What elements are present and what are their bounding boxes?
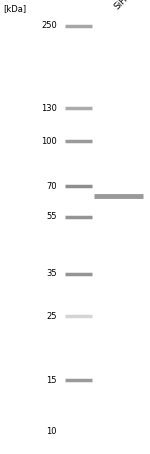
Text: 100: 100 (41, 137, 57, 146)
Text: 55: 55 (46, 212, 57, 221)
Text: [kDa]: [kDa] (3, 5, 26, 14)
Text: 130: 130 (41, 104, 57, 113)
Text: 10: 10 (46, 427, 57, 436)
Text: 25: 25 (46, 311, 57, 321)
Text: 250: 250 (41, 21, 57, 30)
Text: SiHa: SiHa (112, 0, 133, 11)
Text: 70: 70 (46, 182, 57, 191)
Text: 15: 15 (46, 376, 57, 385)
Text: 35: 35 (46, 269, 57, 278)
